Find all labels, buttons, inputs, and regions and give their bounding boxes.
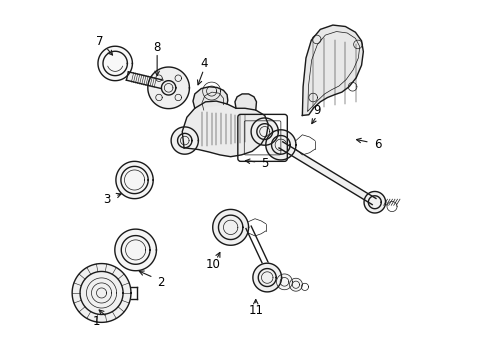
- Text: 7: 7: [96, 35, 103, 49]
- Text: 5: 5: [261, 157, 269, 170]
- Text: 3: 3: [103, 193, 111, 206]
- Polygon shape: [364, 192, 386, 213]
- Text: 4: 4: [200, 57, 207, 70]
- Text: 1: 1: [93, 315, 100, 328]
- Polygon shape: [171, 127, 198, 154]
- Polygon shape: [182, 101, 269, 157]
- Polygon shape: [251, 118, 278, 145]
- Text: 6: 6: [374, 138, 381, 150]
- Polygon shape: [126, 72, 163, 89]
- Text: 8: 8: [153, 41, 161, 54]
- Polygon shape: [253, 263, 282, 292]
- Polygon shape: [148, 67, 190, 109]
- Polygon shape: [235, 94, 256, 110]
- Polygon shape: [116, 161, 153, 199]
- Polygon shape: [115, 229, 156, 271]
- Polygon shape: [302, 25, 364, 116]
- Polygon shape: [279, 142, 376, 204]
- Text: 9: 9: [313, 104, 320, 117]
- Polygon shape: [72, 264, 131, 322]
- Polygon shape: [276, 274, 293, 290]
- Text: 2: 2: [157, 276, 165, 289]
- Text: 10: 10: [205, 258, 220, 271]
- Text: 11: 11: [248, 305, 263, 318]
- Polygon shape: [98, 46, 132, 81]
- Polygon shape: [290, 278, 302, 291]
- Polygon shape: [266, 130, 296, 160]
- Polygon shape: [193, 87, 228, 108]
- Polygon shape: [213, 210, 248, 245]
